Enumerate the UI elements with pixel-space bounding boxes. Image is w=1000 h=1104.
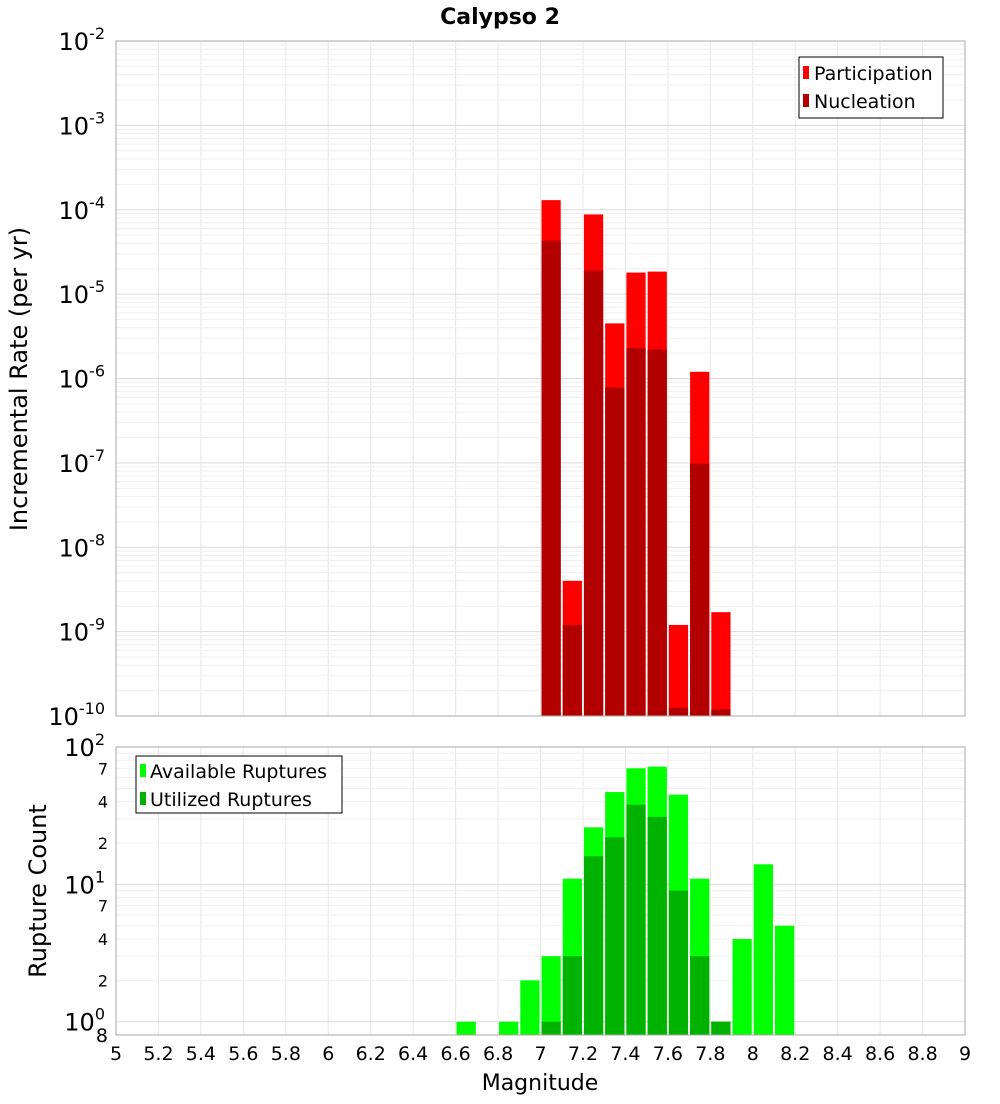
x-tick-label: 5	[110, 1043, 122, 1065]
bar-nucleation	[541, 240, 561, 717]
bar-nucleation	[562, 624, 582, 716]
x-tick-label: 8.2	[780, 1043, 810, 1065]
bar-utilized-ruptures	[626, 804, 646, 1035]
bar-nucleation	[626, 347, 646, 716]
bar-available-ruptures	[541, 956, 561, 1035]
bar-available-ruptures	[753, 864, 773, 1035]
x-tick-label: 7.2	[568, 1043, 598, 1065]
legend-swatch	[140, 792, 146, 805]
bottom-y-tick-label: 100	[64, 1005, 105, 1037]
x-tick-label: 9	[959, 1043, 971, 1065]
bar-available-ruptures	[456, 1021, 476, 1035]
legend-swatch	[140, 764, 146, 777]
bottom-y-minor-tick-label: 7	[98, 897, 108, 916]
x-tick-label: 7.8	[695, 1043, 725, 1065]
legend-label: Available Ruptures	[150, 761, 327, 783]
x-tick-label: 7	[534, 1043, 546, 1065]
bottom-plot-border	[115, 746, 966, 1036]
top-y-tick-label: 10-10	[48, 699, 105, 731]
top-plot-border	[115, 40, 966, 717]
top-y-tick-label: 10-4	[59, 193, 106, 225]
bottom-y-minor-tick-label: 4	[98, 793, 108, 812]
legend-swatch	[803, 94, 809, 107]
bottom-y-min-tick-label: 8	[96, 1025, 108, 1047]
top-panel: 10-10 10-9 10-8 10-7 10-6 10-5 10-4 10-3 10-2 Par…	[48, 24, 966, 731]
bar-nucleation	[690, 463, 710, 716]
top-legend: Participation Nucleation	[798, 56, 944, 119]
bar-available-ruptures	[774, 925, 795, 1035]
x-tick-label: 7.6	[653, 1043, 683, 1065]
bottom-legend: Available Ruptures Utilized Ruptures	[135, 755, 343, 814]
top-legend-box	[798, 56, 944, 119]
bar-utilized-ruptures	[541, 1021, 561, 1035]
bottom-y-minor-tick-label: 2	[98, 834, 108, 853]
bar-nucleation	[583, 270, 604, 716]
top-y-tick-label: 10-3	[59, 108, 106, 140]
bottom-legend-box	[135, 755, 343, 814]
bar-participation	[711, 612, 731, 716]
top-y-tick-label: 10-7	[59, 446, 106, 478]
bar-utilized-ruptures	[647, 816, 667, 1035]
top-y-tick-label: 10-8	[59, 530, 106, 562]
x-tick-label: 5.8	[271, 1043, 301, 1065]
top-y-tick-label: 10-9	[59, 615, 106, 647]
top-y-tick-label: 10-2	[59, 24, 106, 56]
bar-utilized-ruptures	[668, 890, 689, 1035]
bottom-y-minor-tick-label: 2	[98, 971, 108, 990]
chart-title: Calypso 2	[440, 5, 560, 30]
bar-nucleation	[711, 709, 731, 716]
x-tick-label: 6.8	[483, 1043, 513, 1065]
x-tick-label: 5.2	[143, 1043, 173, 1065]
legend-label: Participation	[814, 63, 933, 85]
x-tick-label: 8.8	[907, 1043, 937, 1065]
bar-participation	[668, 624, 689, 716]
x-tick-label: 5.6	[228, 1043, 258, 1065]
x-tick-label: 8.6	[865, 1043, 895, 1065]
bar-nucleation	[668, 707, 689, 716]
legend-label: Nucleation	[814, 91, 916, 113]
top-y-tick-label: 10-5	[59, 277, 106, 309]
bottom-y-minor-tick-label: 7	[98, 759, 108, 778]
bar-utilized-ruptures	[690, 956, 710, 1035]
bar-nucleation	[605, 387, 625, 716]
bottom-y-minor-tick-label: 4	[98, 930, 108, 949]
x-tick-label: 7.4	[610, 1043, 640, 1065]
bottom-y-axis-label: Rupture Count	[24, 804, 52, 978]
bar-nucleation	[647, 349, 667, 716]
bar-utilized-ruptures	[583, 856, 604, 1035]
top-y-tick-label: 10-6	[59, 362, 106, 394]
x-tick-label: 6.4	[398, 1043, 428, 1065]
x-tick-label: 8	[747, 1043, 759, 1065]
bottom-y-tick-label: 101	[64, 867, 105, 899]
x-tick-label: 6.2	[356, 1043, 386, 1065]
x-tick-label: 6	[322, 1043, 334, 1065]
top-y-axis-label: Incremental Rate (per yr)	[5, 227, 33, 531]
x-tick-label: 8.4	[823, 1043, 853, 1065]
bar-available-ruptures	[520, 980, 540, 1035]
legend-label: Utilized Ruptures	[150, 789, 312, 811]
x-tick-label: 5.4	[186, 1043, 216, 1065]
legend-swatch	[803, 66, 809, 79]
bar-available-ruptures	[732, 939, 752, 1035]
bar-available-ruptures	[499, 1021, 519, 1035]
x-tick-label: 6.6	[440, 1043, 470, 1065]
bottom-panel: 100 101 102 2 4 7 2 4 7 8 Available Ruptures Utiliz…	[64, 730, 971, 1065]
bar-utilized-ruptures	[711, 1021, 731, 1035]
bar-utilized-ruptures	[605, 837, 625, 1035]
bottom-y-tick-label: 102	[64, 730, 105, 762]
bar-utilized-ruptures	[562, 956, 582, 1035]
x-axis-label: Magnitude	[482, 1071, 599, 1096]
